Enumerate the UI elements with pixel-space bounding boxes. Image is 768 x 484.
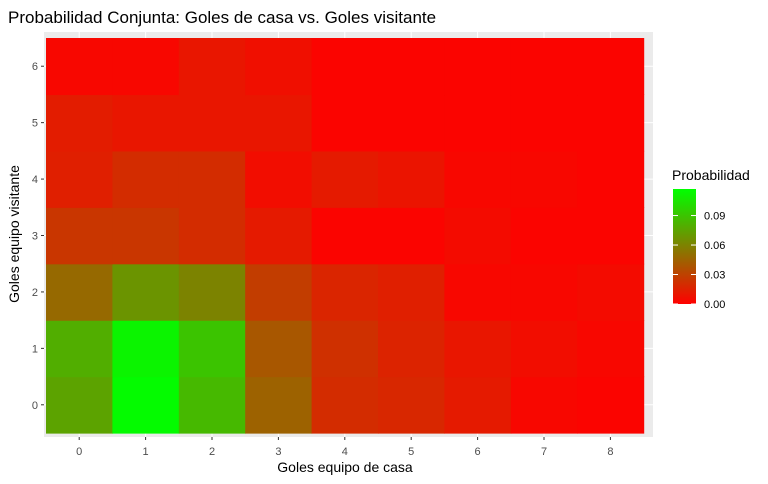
heatmap-cell	[577, 150, 645, 208]
heatmap-cell	[178, 320, 246, 378]
color-legend: Probabilidad 0.00 0.03 0.06 0.09	[672, 167, 750, 311]
heatmap-cell	[112, 94, 180, 152]
heatmap-cell	[444, 38, 512, 96]
heatmap-cell	[46, 38, 113, 96]
heatmap-cell	[245, 150, 313, 208]
heatmap-cell	[112, 376, 180, 434]
heatmap-cell	[378, 320, 445, 378]
heatmap-cell	[178, 94, 246, 152]
heatmap-cell	[378, 207, 445, 265]
legend-ticks: 0.00 0.03 0.06 0.09	[673, 211, 725, 311]
heatmap-cell	[245, 320, 313, 378]
heatmap-cells	[46, 38, 645, 434]
heatmap-cell	[245, 207, 313, 265]
chart-title: Probabilidad Conjunta: Goles de casa vs.…	[8, 8, 436, 27]
heatmap-cell	[245, 94, 313, 152]
heatmap-cell	[378, 376, 445, 434]
x-tick-label: 3	[275, 446, 281, 458]
heatmap-cell	[510, 38, 578, 96]
heatmap-cell	[178, 150, 246, 208]
heatmap-cell	[46, 207, 113, 265]
heatmap-cell	[577, 320, 645, 378]
y-axis-ticks: 0 1 2 3 4 5 6	[32, 61, 44, 412]
heatmap-cell	[510, 94, 578, 152]
heatmap-cell	[311, 376, 379, 434]
heatmap-cell	[112, 38, 180, 96]
x-axis-title: Goles equipo de casa	[277, 459, 413, 475]
heatmap-cell	[112, 320, 180, 378]
heatmap-cell	[510, 150, 578, 208]
y-tick-label: 3	[32, 231, 38, 243]
y-tick-label: 4	[32, 174, 38, 186]
heatmap-cell	[46, 263, 113, 321]
heatmap-cell	[311, 207, 379, 265]
heatmap-cell	[245, 263, 313, 321]
heatmap-cell	[112, 150, 180, 208]
x-tick-label: 1	[143, 446, 149, 458]
heatmap-cell	[178, 376, 246, 434]
x-axis-ticks: 0 1 2 3 4 5 6 7 8	[76, 437, 613, 458]
legend-tick-label: 0.00	[704, 299, 725, 311]
heatmap-cell	[577, 376, 645, 434]
legend-tick-label: 0.09	[704, 211, 725, 223]
heatmap-cell	[46, 376, 113, 434]
heatmap-cell	[378, 94, 445, 152]
heatmap-cell	[311, 320, 379, 378]
heatmap-cell	[444, 207, 512, 265]
heatmap-cell	[577, 94, 645, 152]
y-tick-label: 6	[32, 61, 38, 73]
heatmap-cell	[444, 376, 512, 434]
heatmap-cell	[378, 263, 445, 321]
heatmap-cell	[178, 38, 246, 96]
heatmap-cell	[577, 263, 645, 321]
heatmap-cell	[378, 38, 445, 96]
legend-color-bar	[673, 189, 696, 304]
x-tick-label: 2	[209, 446, 215, 458]
heatmap-cell	[577, 38, 645, 96]
x-tick-label: 8	[607, 446, 613, 458]
heatmap-cell	[311, 263, 379, 321]
heatmap-cell	[444, 263, 512, 321]
heatmap-cell	[311, 150, 379, 208]
heatmap-cell	[444, 320, 512, 378]
heatmap-cell	[311, 94, 379, 152]
x-tick-label: 7	[541, 446, 547, 458]
y-tick-label: 5	[32, 118, 38, 130]
y-tick-label: 1	[32, 343, 38, 355]
heatmap-cell	[510, 320, 578, 378]
heatmap-cell	[444, 150, 512, 208]
heatmap-cell	[46, 320, 113, 378]
heatmap-cell	[46, 94, 113, 152]
legend-tick-label: 0.03	[704, 270, 725, 282]
heatmap-cell	[245, 38, 313, 96]
heatmap-cell	[444, 94, 512, 152]
heatmap-cell	[510, 263, 578, 321]
x-tick-label: 6	[475, 446, 481, 458]
x-tick-label: 4	[342, 446, 348, 458]
heatmap-cell	[311, 38, 379, 96]
heatmap-cell	[245, 376, 313, 434]
heatmap-cell	[46, 150, 113, 208]
y-axis-title: Goles equipo visitante	[6, 165, 22, 303]
legend-tick-label: 0.06	[704, 240, 725, 252]
x-tick-label: 0	[76, 446, 82, 458]
legend-title: Probabilidad	[672, 167, 750, 183]
heatmap-cell	[112, 207, 180, 265]
heatmap-cell	[178, 207, 246, 265]
heatmap-cell	[378, 150, 445, 208]
heatmap-cell	[577, 207, 645, 265]
x-tick-label: 5	[408, 446, 414, 458]
heatmap-cell	[510, 207, 578, 265]
heatmap-cell	[112, 263, 180, 321]
heatmap-cell	[510, 376, 578, 434]
heatmap-cell	[178, 263, 246, 321]
y-tick-label: 2	[32, 287, 38, 299]
y-tick-label: 0	[32, 400, 38, 412]
